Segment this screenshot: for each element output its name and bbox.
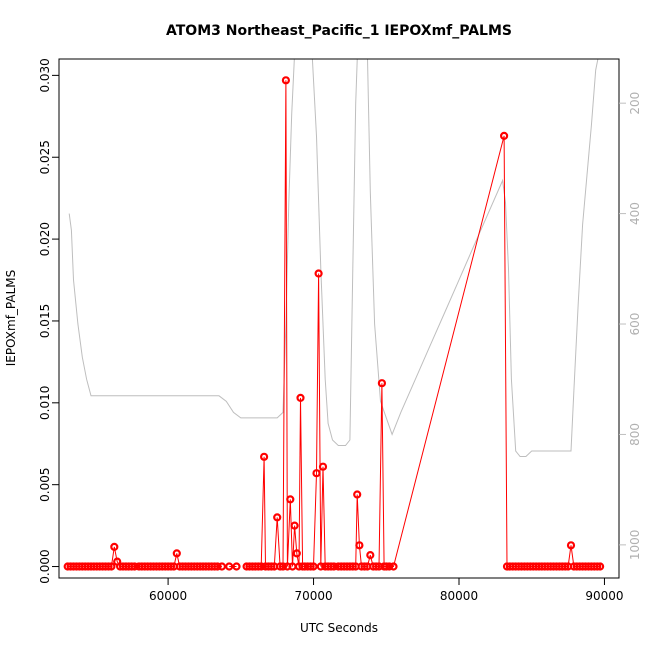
x-tick-label: 60000	[149, 589, 187, 603]
data-point	[566, 541, 576, 550]
data-point	[213, 562, 222, 571]
data-point	[260, 452, 269, 461]
y-tick-label: 0.010	[38, 386, 52, 420]
data-point	[385, 562, 394, 571]
data-point	[225, 562, 234, 571]
y-tick-label: 0.030	[38, 58, 52, 92]
right-y-tick-label: 400	[628, 202, 642, 225]
data-point	[104, 562, 113, 571]
data-point	[290, 521, 299, 530]
right-y-tick-label: 200	[628, 92, 642, 115]
x-tick-label: 90000	[585, 589, 623, 603]
data-point	[355, 541, 364, 550]
data-point	[318, 462, 328, 471]
data-point	[353, 490, 362, 499]
data-point	[593, 562, 602, 571]
data-point	[276, 562, 285, 571]
data-point	[210, 562, 219, 571]
y-tick-label: 0.015	[38, 304, 52, 338]
x-axis-label: UTC Seconds	[300, 621, 378, 635]
right-y-tick-label: 600	[628, 313, 642, 336]
secondary-series-line	[68, 59, 599, 457]
data-point	[360, 562, 369, 571]
plot-frame	[58, 58, 620, 579]
data-point	[306, 562, 315, 571]
data-point	[278, 562, 288, 571]
data-point	[130, 562, 139, 571]
y-tick-label: 0.020	[38, 222, 52, 256]
x-tick-label: 70000	[294, 589, 332, 603]
right-y-tick-label: 800	[628, 423, 642, 446]
data-point	[377, 379, 386, 388]
data-point	[326, 562, 336, 571]
data-point	[254, 562, 263, 571]
plot-layer: 60000 70000 80000 90000 0.000 0.005 0.010 0.015…	[38, 58, 642, 603]
data-point	[348, 562, 357, 571]
right-y-tick-label: 1000	[628, 530, 642, 561]
data-point	[314, 269, 323, 278]
chart-title: ATOM3 Northeast_Pacific_1 IEPOXmf_PALMS	[166, 23, 512, 39]
data-point	[500, 131, 509, 140]
x-tick-label: 80000	[440, 589, 478, 603]
y-tick-label: 0.000	[38, 549, 52, 583]
data-point	[257, 562, 266, 571]
data-point	[296, 393, 305, 402]
data-point	[329, 562, 338, 571]
data-point	[172, 549, 181, 558]
y-tick-label: 0.025	[38, 140, 52, 174]
data-point	[316, 562, 325, 571]
data-point	[366, 550, 375, 560]
data-point	[273, 513, 282, 522]
y-axis-label: IEPOXmf_PALMS	[4, 270, 18, 367]
data-point	[166, 562, 176, 571]
data-point	[267, 562, 276, 571]
data-point	[107, 562, 116, 571]
data-point	[382, 562, 391, 571]
data-point	[127, 562, 136, 571]
data-point	[292, 549, 301, 558]
data-point	[372, 562, 381, 571]
series-line-segment-5	[338, 135, 601, 567]
data-point	[232, 562, 241, 571]
series-line-segment-4	[246, 80, 334, 567]
data-point	[309, 562, 318, 571]
data-point	[595, 562, 605, 571]
data-point	[281, 76, 290, 85]
data-point	[286, 495, 295, 504]
data-point	[389, 562, 398, 571]
data-point	[312, 469, 321, 478]
data-point	[110, 542, 119, 552]
data-point	[561, 562, 570, 571]
data-point	[217, 562, 226, 571]
y-tick-label: 0.005	[38, 467, 52, 501]
